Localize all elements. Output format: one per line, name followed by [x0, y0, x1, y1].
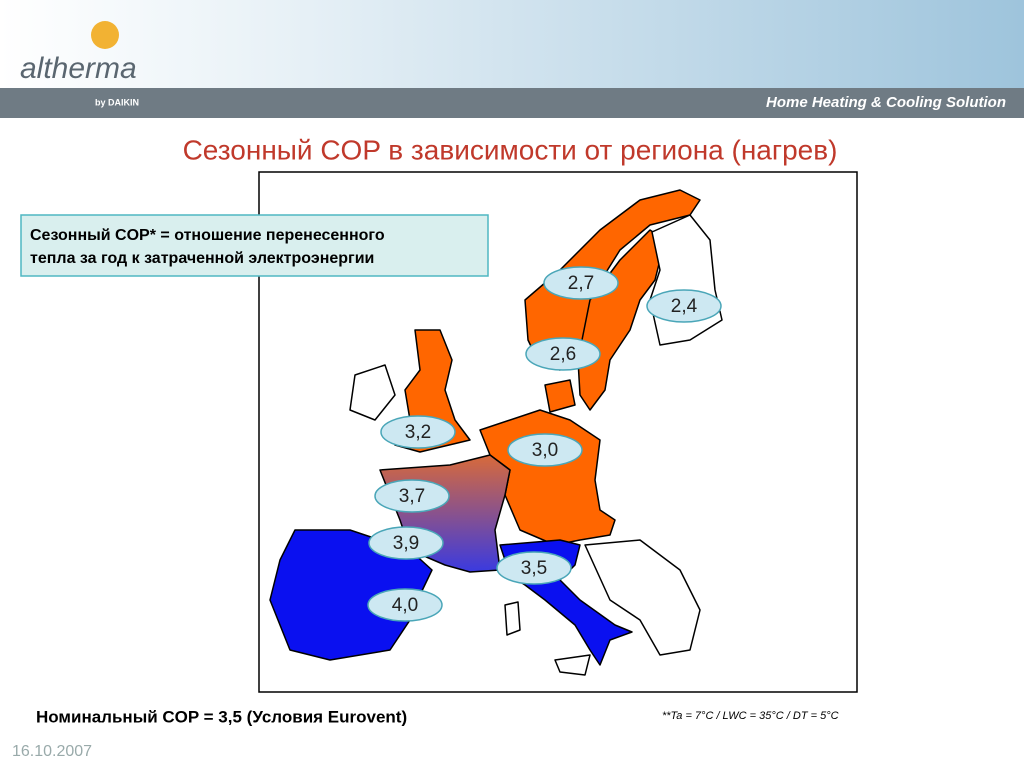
header-sky — [0, 0, 1024, 88]
region-cop: 3,2 — [405, 422, 431, 443]
slide-title: Сезонный COP в зависимости от региона (н… — [183, 134, 838, 165]
sardinia — [504, 601, 521, 636]
sicily — [554, 654, 591, 676]
region-badge — [543, 266, 619, 300]
region-badge — [496, 551, 572, 585]
region-badge — [646, 289, 722, 323]
region-cop: 3,5 — [521, 558, 547, 579]
definition-line: тепла за год к затраченной электроэнерги… — [30, 250, 374, 267]
region-badge — [507, 433, 583, 467]
nominal-cop: Номинальный COP = 3,5 (Условия Eurovent) — [36, 707, 407, 726]
region-badge — [368, 526, 444, 560]
tagline: Home Heating & Cooling Solution — [766, 94, 1006, 111]
ireland — [349, 364, 396, 421]
logo-sun — [91, 21, 119, 49]
logo-by: by DAIKIN — [95, 97, 139, 107]
balkans — [584, 539, 701, 656]
region-labels: 2,7 2,4 2,6 3,2 3,0 3,7 3,9 3,5 4,0 — [367, 266, 722, 622]
region-cop: 2,6 — [550, 344, 576, 365]
region-badge — [367, 588, 443, 622]
region-badge — [374, 479, 450, 513]
region-badge — [525, 337, 601, 371]
logo: altherma — [20, 52, 137, 85]
sweden — [577, 229, 666, 411]
definition-line: Сезонный COP* = отношение перенесенного — [30, 227, 385, 244]
region-cop: 2,7 — [568, 273, 594, 294]
region-cop: 3,9 — [393, 533, 419, 554]
date: 16.10.2007 — [12, 743, 92, 760]
region-cop: 2,4 — [671, 296, 698, 317]
region-cop: 3,7 — [399, 486, 425, 507]
region-cop: 3,0 — [532, 440, 558, 461]
region-cop: 4,0 — [392, 595, 418, 616]
region-badge — [380, 415, 456, 449]
definition-box — [20, 214, 489, 277]
note: **Ta = 7°C / LWC = 35°C / DT = 5°C — [662, 710, 839, 722]
header-bar — [0, 88, 1024, 118]
denmark — [544, 379, 576, 413]
